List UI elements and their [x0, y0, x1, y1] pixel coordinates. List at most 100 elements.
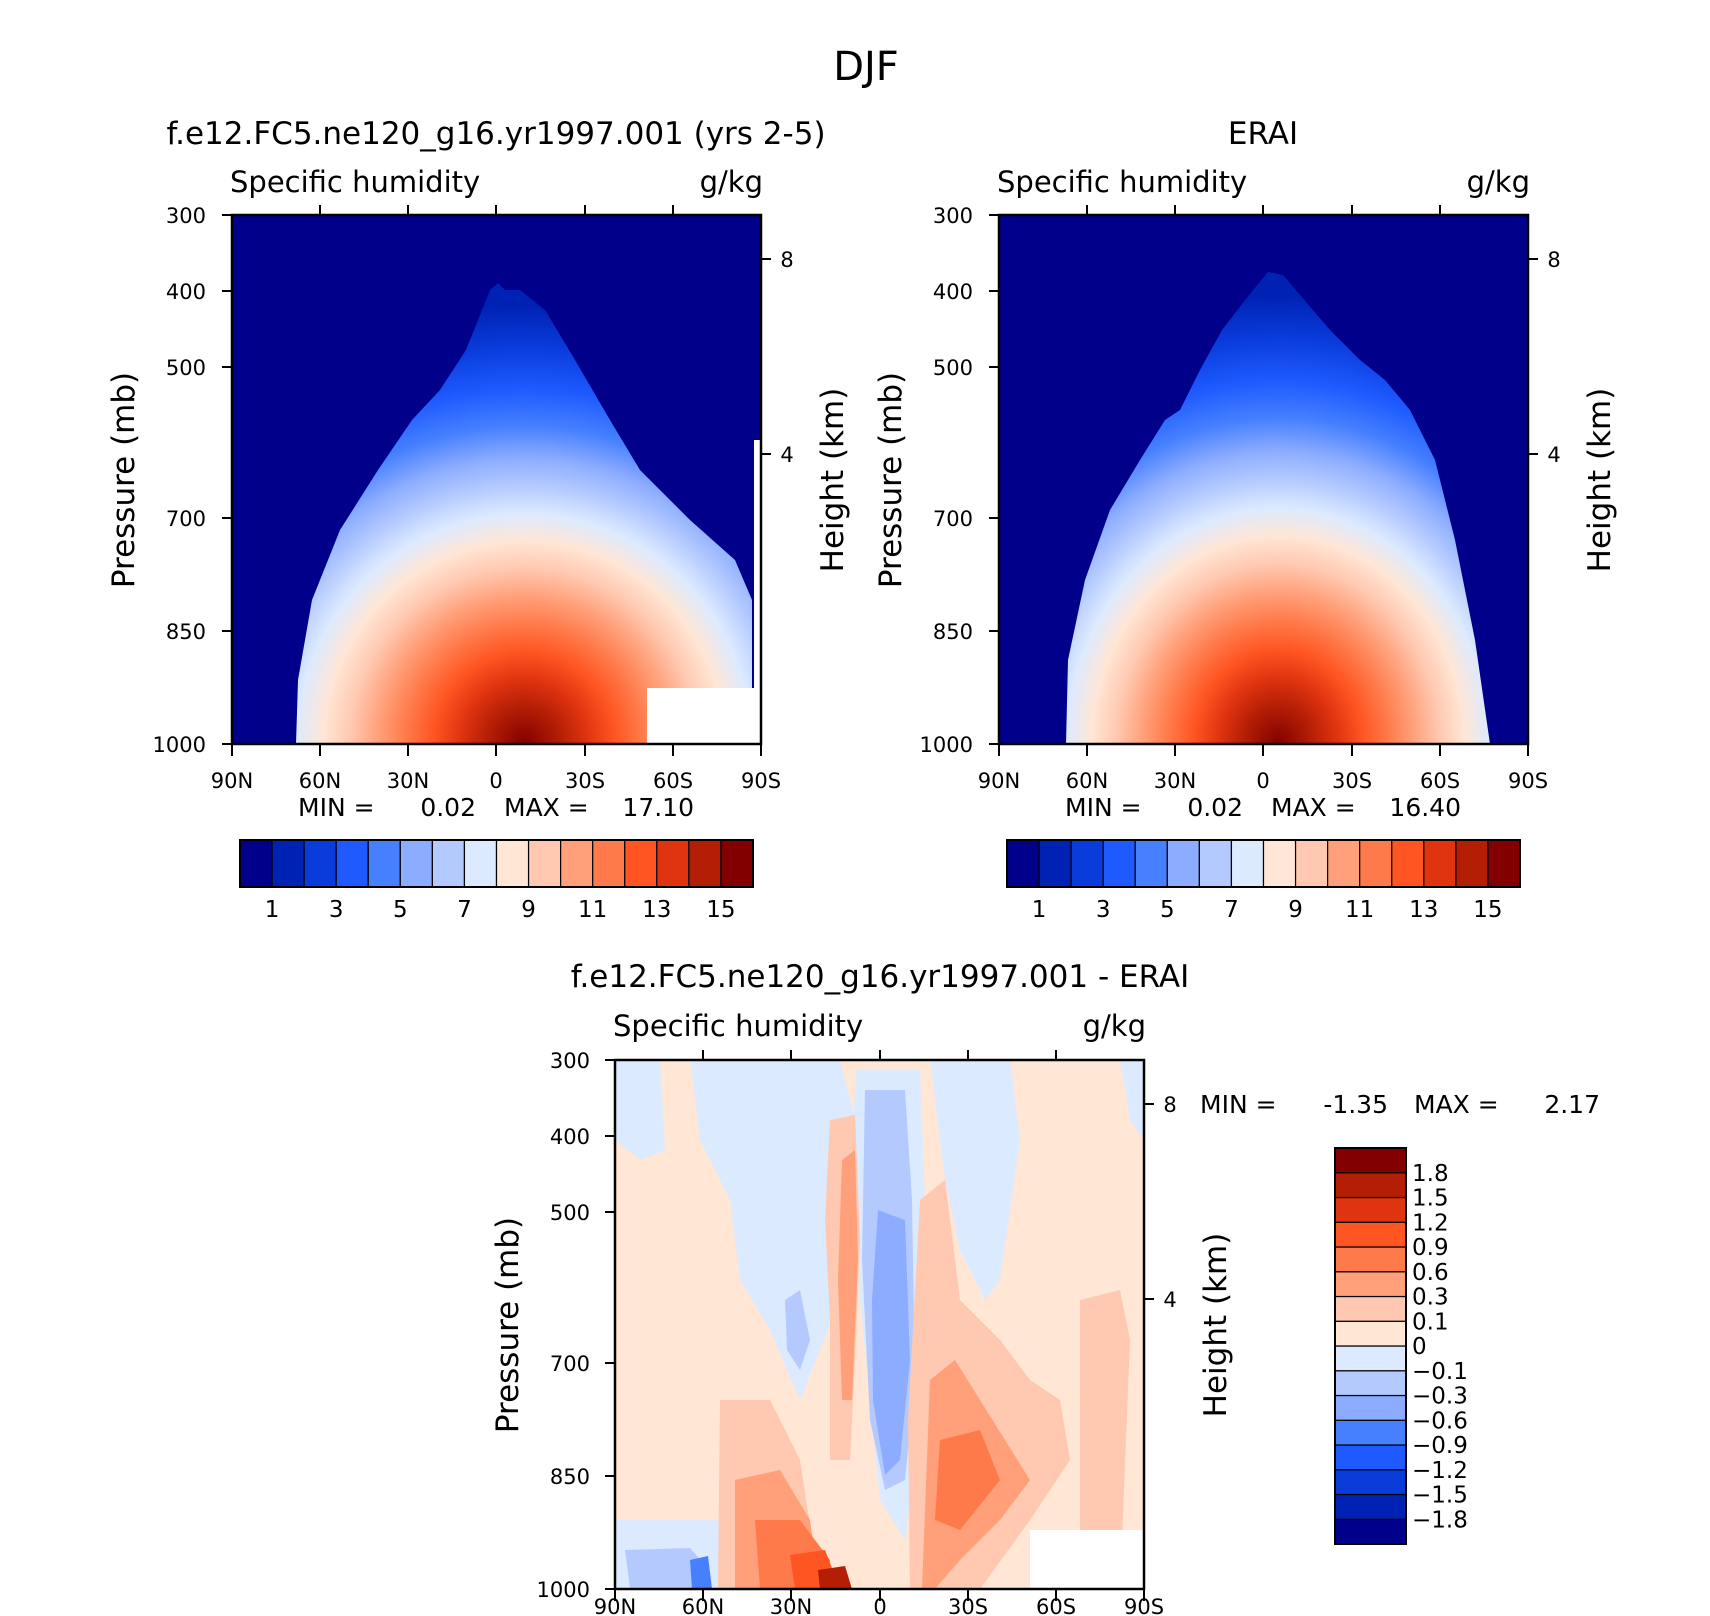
y-tick-label: 700: [933, 507, 973, 531]
max-value: 16.40: [1389, 793, 1461, 822]
colorbar-box: [720, 839, 754, 888]
y-tick-label: 1000: [153, 733, 206, 757]
colorbar-box: [1334, 1469, 1407, 1496]
x-tick-label: 60N: [299, 769, 341, 793]
y-tick-label: 300: [166, 204, 206, 228]
y2-tick-label: 8: [1163, 1093, 1176, 1117]
colorbar-box: [1070, 839, 1104, 888]
colorbar-tick-label: 15: [706, 897, 735, 923]
x-tick-label: 0: [489, 769, 502, 793]
x-tick-label: 60S: [1036, 1595, 1076, 1616]
colorbar-tick-label: 13: [1409, 897, 1438, 923]
colorbar-box: [656, 839, 690, 888]
diff-region-pos-small: [1080, 1290, 1130, 1589]
y-axis-label: Pressure (mb): [873, 372, 909, 588]
panel-diff: f.e12.FC5.ne120_g16.yr1997.001 - ERAI Sp…: [490, 959, 1600, 1616]
panel-obs-field: [999, 215, 1528, 744]
colorbar-box: [1334, 1172, 1407, 1199]
y2-tick-label: 8: [1547, 248, 1560, 272]
colorbar-tick-label: 5: [1160, 897, 1175, 923]
colorbar-box: [1487, 839, 1521, 888]
x-tick-label: 0: [873, 1595, 886, 1616]
colorbar-box: [271, 839, 305, 888]
colorbar-box: [1166, 839, 1200, 888]
x-tick-label: 90S: [1508, 769, 1548, 793]
colorbar-box: [624, 839, 658, 888]
colorbar-box: [1334, 1271, 1407, 1298]
max-value: 2.17: [1544, 1090, 1600, 1119]
y-tick-label: 400: [166, 280, 206, 304]
x-tick-label: 90N: [978, 769, 1020, 793]
colorbar-model: 1 3 5 7 9 11 13 15: [239, 839, 754, 923]
colorbar-box: [1334, 1394, 1407, 1421]
panel-obs-title: ERAI: [1228, 116, 1298, 152]
y-axis-left: 300 400 500 700 850 1000 Pressure (mb): [106, 204, 232, 757]
colorbar-box: [431, 839, 466, 888]
colorbar-tick-label: 3: [329, 897, 344, 923]
missing-data-edge: [754, 440, 761, 688]
y-tick-label: 500: [166, 356, 206, 380]
colorbar-tick-label: 7: [457, 897, 472, 923]
diff-region-neg-small: [930, 1060, 1020, 1300]
y2-axis-label: Height (km): [1198, 1233, 1234, 1418]
colorbar-tick-label: 11: [578, 897, 607, 923]
panel-model-right-string: g/kg: [700, 165, 763, 199]
colorbar-tick-label: 0: [1412, 1334, 1427, 1360]
y-tick-label: 500: [550, 1201, 590, 1225]
colorbar-frame: [239, 839, 754, 888]
y-axis-right: 8 4 Height (km): [1144, 1093, 1234, 1417]
colorbar-box: [1455, 839, 1489, 888]
colorbar-box: [1327, 839, 1361, 888]
colorbar-box: [1262, 839, 1297, 888]
colorbar-frame: [1334, 1147, 1407, 1545]
panel-diff-title: f.e12.FC5.ne120_g16.yr1997.001 - ERAI: [571, 959, 1189, 995]
max-value: 17.10: [622, 793, 694, 822]
colorbar-box: [1334, 1295, 1407, 1322]
x-tick-label: 30N: [1154, 769, 1196, 793]
y-tick-label: 1000: [537, 1578, 590, 1602]
min-max-readout: MIN = -1.35 MAX = 2.17: [1200, 1090, 1600, 1119]
colorbar-diff: 1.81.51.20.90.60.30.10−0.1−0.3−0.6−0.9−1…: [1334, 1147, 1468, 1545]
colorbar-box: [1334, 1320, 1407, 1347]
panel-model: f.e12.FC5.ne120_g16.yr1997.001 (yrs 2-5)…: [106, 116, 851, 923]
colorbar-box: [1359, 839, 1393, 888]
panel-model-title: f.e12.FC5.ne120_g16.yr1997.001 (yrs 2-5): [166, 116, 825, 152]
colorbar-box: [335, 839, 369, 888]
y-tick-label: 700: [166, 507, 206, 531]
colorbar-tick-label: 0.9: [1412, 1235, 1449, 1261]
colorbar-tick-label: 0.3: [1412, 1285, 1449, 1311]
y2-tick-label: 8: [780, 248, 793, 272]
colorbar-box: [1391, 839, 1425, 888]
colorbar-box: [688, 839, 722, 888]
panel-diff-left-string: Specific humidity: [613, 1009, 863, 1043]
colorbar-box: [1334, 1370, 1407, 1397]
colorbar-tick-label: −0.1: [1412, 1359, 1468, 1385]
colorbar-tick-label: 1.2: [1412, 1210, 1449, 1236]
y2-tick-label: 4: [780, 443, 793, 467]
y2-tick-label: 4: [1163, 1288, 1176, 1312]
max-label: MAX =: [1414, 1090, 1499, 1119]
diff-region-neg-mid: [785, 1290, 810, 1370]
x-tick-label: 60N: [1066, 769, 1108, 793]
y-tick-label: 850: [166, 620, 206, 644]
colorbar-box: [303, 839, 337, 888]
colorbar-box: [1102, 839, 1136, 888]
colorbar-box: [1334, 1345, 1407, 1372]
x-tick-label: 90N: [594, 1595, 636, 1616]
y-axis-right: 8 4 Height (km): [761, 248, 851, 572]
x-tick-label: 90N: [211, 769, 253, 793]
x-tick-label: 30N: [387, 769, 429, 793]
colorbar-tick-label: 1: [1032, 897, 1047, 923]
x-tick-label: 60S: [1420, 769, 1460, 793]
x-tick-label: 30S: [565, 769, 605, 793]
panel-obs-right-string: g/kg: [1467, 165, 1530, 199]
x-tick-label: 90S: [1124, 1595, 1164, 1616]
y-axis-left: 300 400 500 700 850 1000 Pressure (mb): [490, 1049, 615, 1602]
diff-region-neg-large: [690, 1556, 712, 1589]
min-value: 0.02: [1187, 793, 1243, 822]
y-axis-label: Pressure (mb): [106, 372, 142, 588]
colorbar-tick-label: 1.8: [1412, 1161, 1449, 1187]
colorbar-tick-label: 9: [521, 897, 536, 923]
diff-region-pos-max: [818, 1566, 852, 1589]
